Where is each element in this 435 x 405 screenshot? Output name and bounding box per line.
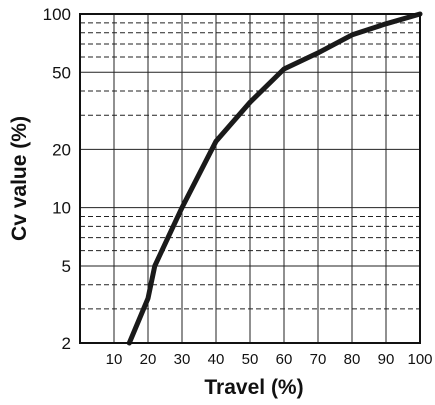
- x-tick-label: 40: [208, 351, 225, 368]
- y-tick-label: 50: [52, 63, 71, 82]
- x-tick-label: 50: [242, 351, 259, 368]
- y-tick-label: 100: [43, 5, 71, 24]
- series-line-0: [126, 11, 423, 346]
- y-tick-label: 2: [62, 334, 71, 353]
- y-tick-label: 10: [52, 199, 71, 218]
- x-tick-label: 90: [378, 351, 395, 368]
- series-layer: [126, 11, 423, 346]
- y-tick-label: 20: [52, 140, 71, 159]
- x-tick-label: 100: [407, 351, 432, 368]
- x-tick-label: 20: [140, 351, 157, 368]
- x-tick-label: 70: [310, 351, 327, 368]
- x-tick-label: 10: [106, 351, 123, 368]
- plot-frame: [79, 13, 421, 344]
- y-tick-label: 5: [62, 257, 71, 276]
- tick-labels: 10 20 30 40 50 60 70 80 90 100 2 5 10 20 50 100: [43, 5, 433, 368]
- grid: [80, 14, 420, 343]
- x-axis-title: Travel (%): [204, 376, 303, 399]
- y-axis-title: Cv value (%): [8, 116, 31, 241]
- x-tick-label: 30: [174, 351, 191, 368]
- x-tick-label: 80: [344, 351, 361, 368]
- x-tick-label: 60: [276, 351, 293, 368]
